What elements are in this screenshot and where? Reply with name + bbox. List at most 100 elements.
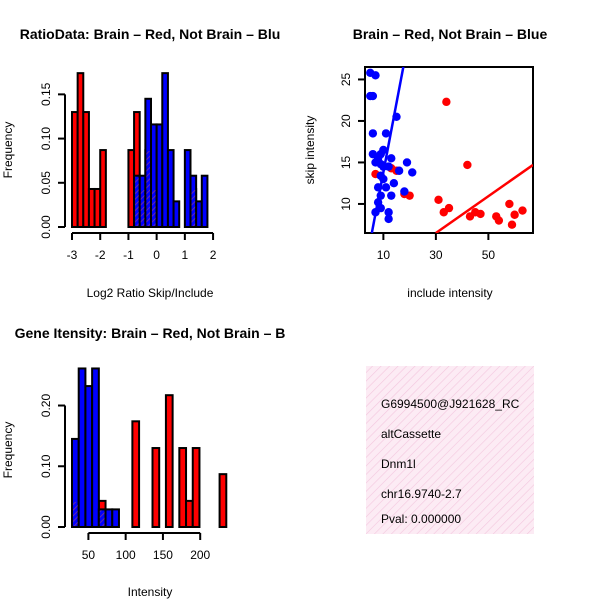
scatter-point-not-brain bbox=[368, 91, 378, 101]
ratio-bar-brain bbox=[82, 111, 90, 228]
scatter-point-brain bbox=[476, 209, 485, 219]
scatter-point-brain bbox=[507, 220, 517, 229]
scatter-point-not-brain bbox=[400, 187, 409, 196]
intensity-bar-not-brain bbox=[77, 367, 87, 529]
event-id: G6994500@J921628_RC bbox=[381, 397, 520, 411]
scatter-y-tick-label: 10 bbox=[339, 197, 353, 211]
intensity-bar-brain bbox=[151, 447, 161, 529]
scatter-x-tick-label: 10 bbox=[377, 248, 391, 262]
intensity-y-tick-label: 0.10 bbox=[39, 454, 53, 478]
scatter-point-brain bbox=[463, 160, 472, 170]
event-type: altCassette bbox=[381, 427, 441, 441]
intensity-bar-brain bbox=[185, 499, 194, 528]
scatter-point-not-brain bbox=[394, 166, 404, 175]
intensity-bar-overlap bbox=[73, 501, 78, 526]
intensity-x-tick-label: 100 bbox=[116, 548, 136, 562]
scatter-point-not-brain bbox=[408, 168, 417, 177]
scatter-point-not-brain bbox=[373, 183, 383, 192]
intensity-bar-not-brain bbox=[104, 508, 114, 529]
ratio-axes: -3 -2 -1 0 1 2 0.00 0.05 0.10 0.15 bbox=[39, 82, 217, 262]
intensity-chart-title: Gene Itensity: Brain – Red, Not Brain – … bbox=[15, 325, 286, 341]
intensity-y-tick-label: 0.00 bbox=[39, 515, 53, 539]
ratio-x-tick-label: 2 bbox=[210, 248, 217, 262]
ratio-chart-title: RatioData: Brain – Red, Not Brain – Blu bbox=[20, 26, 281, 42]
scatter-fit-line bbox=[435, 163, 533, 233]
scatter-point-not-brain bbox=[392, 112, 401, 122]
scatter-point-not-brain bbox=[379, 145, 388, 155]
info-panel: G6994500@J921628_RC altCassette Dnm1l ch… bbox=[366, 366, 534, 534]
intensity-bar-brain bbox=[131, 420, 141, 528]
ratio-bar-not-brain bbox=[172, 200, 181, 228]
scatter-axes: 10 30 50 10 15 20 25 bbox=[339, 72, 495, 262]
intensity-axes: 50 100 150 200 0.00 0.10 0.20 bbox=[39, 394, 211, 562]
ratio-bar-overlap bbox=[140, 189, 145, 226]
scatter-x-tick-label: 30 bbox=[429, 248, 443, 262]
intensity-bar-brain bbox=[191, 447, 201, 529]
ratio-y-axis-label: Frequency bbox=[1, 122, 15, 179]
scatter-point-not-brain bbox=[387, 191, 396, 200]
ratio-bar-overlap bbox=[135, 176, 139, 226]
ratio-x-tick-label: 0 bbox=[153, 248, 160, 262]
ratio-x-tick-label: -1 bbox=[123, 248, 134, 262]
ratio-y-tick-label: 0.05 bbox=[39, 171, 53, 195]
scatter-point-not-brain bbox=[381, 183, 391, 192]
ratio-bars bbox=[71, 72, 209, 228]
intensity-x-axis-label: Intensity bbox=[128, 585, 173, 599]
ratio-y-tick-label: 0.10 bbox=[39, 127, 53, 151]
intensity-x-tick-label: 200 bbox=[190, 548, 210, 562]
intensity-bar-not-brain bbox=[84, 385, 94, 528]
gene-name: Dnm1l bbox=[381, 457, 416, 471]
scatter-point-not-brain bbox=[384, 162, 393, 171]
ratio-bar-overlap bbox=[146, 151, 150, 226]
intensity-bars bbox=[71, 367, 228, 529]
scatter-y-tick-label: 15 bbox=[339, 155, 353, 169]
scatter-point-brain bbox=[510, 210, 519, 219]
scatter-point-not-brain bbox=[371, 71, 380, 80]
scatter-y-tick-label: 25 bbox=[339, 72, 353, 86]
genomic-location: chr16.9740-2.7 bbox=[381, 487, 462, 501]
scatter-point-not-brain bbox=[384, 208, 393, 217]
scatter-point-not-brain bbox=[376, 203, 385, 213]
ratio-bar-brain bbox=[99, 149, 107, 228]
scatter-y-tick-label: 20 bbox=[339, 114, 353, 128]
ratio-x-tick-label: -3 bbox=[67, 248, 78, 262]
intensity-y-tick-label: 0.20 bbox=[39, 394, 53, 418]
intensity-bar-overlap bbox=[99, 510, 105, 526]
scatter-point-brain bbox=[494, 216, 504, 225]
scatter-point-not-brain bbox=[376, 191, 385, 200]
p-value: Pval: 0.000000 bbox=[381, 512, 461, 526]
info-background bbox=[366, 366, 534, 534]
intensity-x-tick-label: 150 bbox=[153, 548, 173, 562]
ratio-y-tick-label: 0.00 bbox=[39, 215, 53, 239]
scatter-point-brain bbox=[518, 206, 527, 215]
scatter-point-not-brain bbox=[389, 179, 399, 188]
scatter-point-not-brain bbox=[387, 154, 396, 163]
scatter-x-tick-label: 50 bbox=[482, 248, 496, 262]
intensity-bar-brain bbox=[178, 447, 188, 529]
scatter-point-not-brain bbox=[402, 158, 412, 167]
intensity-bar-not-brain bbox=[91, 367, 100, 529]
intensity-bar-brain bbox=[164, 394, 174, 528]
intensity-histogram-panel: Gene Itensity: Brain – Red, Not Brain – … bbox=[1, 325, 285, 599]
scatter-marks bbox=[366, 67, 533, 233]
scatter-point-not-brain bbox=[384, 214, 393, 224]
ratio-x-tick-label: 1 bbox=[182, 248, 189, 262]
ratio-x-tick-label: -2 bbox=[95, 248, 106, 262]
intensity-y-axis-label: Frequency bbox=[1, 422, 15, 479]
ratio-histogram-panel: RatioData: Brain – Red, Not Brain – Blu … bbox=[1, 26, 280, 300]
intensity-x-tick-label: 50 bbox=[82, 548, 96, 562]
ratio-bar-not-brain bbox=[166, 149, 175, 228]
scatter-x-axis-label: include intensity bbox=[407, 286, 492, 300]
scatter-point-brain bbox=[505, 199, 514, 209]
scatter-y-axis-label: skip intensity bbox=[303, 116, 317, 185]
scatter-point-brain bbox=[434, 195, 443, 204]
ratio-y-tick-label: 0.15 bbox=[39, 82, 53, 106]
scatter-chart-title: Brain – Red, Not Brain – Blue bbox=[353, 26, 548, 42]
scatter-point-brain bbox=[442, 97, 451, 107]
scatter-plot-box bbox=[364, 66, 534, 234]
intensity-bar-not-brain bbox=[111, 508, 120, 529]
scatter-point-not-brain bbox=[368, 129, 378, 138]
scatter-point-not-brain bbox=[379, 174, 388, 184]
ratio-bar-overlap bbox=[191, 189, 196, 226]
